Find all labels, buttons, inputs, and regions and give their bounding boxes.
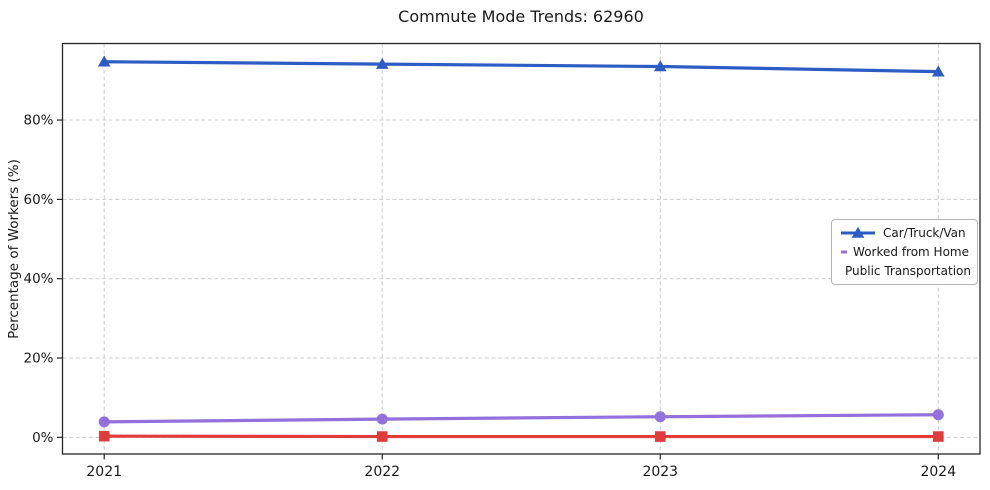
legend-circle-marker-icon [841, 250, 848, 254]
svg-text:60%: 60% [23, 192, 53, 208]
svg-text:2024: 2024 [920, 464, 956, 480]
svg-text:2023: 2023 [642, 464, 678, 480]
svg-text:2021: 2021 [86, 464, 122, 480]
legend: Car/Truck/Van Worked from Home Public Tr… [831, 219, 978, 285]
legend-label-car-truck-van: Car/Truck/Van [883, 226, 966, 240]
legend-triangle-marker-icon [841, 226, 875, 238]
svg-text:40%: 40% [23, 271, 53, 287]
legend-item-car-truck-van: Car/Truck/Van [839, 226, 969, 240]
chart-title: Commute Mode Trends: 62960 [398, 7, 644, 26]
svg-text:2022: 2022 [364, 464, 400, 480]
svg-text:0%: 0% [32, 430, 54, 446]
legend-item-worked-from-home: Worked from Home [839, 245, 969, 259]
legend-label-public-transportation: Public Transportation [845, 264, 971, 278]
legend-label-worked-from-home: Worked from Home [853, 245, 969, 259]
svg-text:80%: 80% [23, 113, 53, 129]
svg-text:20%: 20% [23, 351, 53, 367]
legend-item-public-transportation: Public Transportation [839, 264, 971, 278]
